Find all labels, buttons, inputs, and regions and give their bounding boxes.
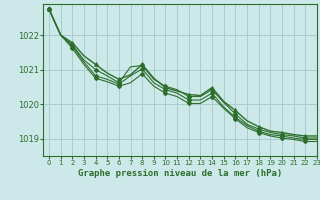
X-axis label: Graphe pression niveau de la mer (hPa): Graphe pression niveau de la mer (hPa) [78,169,282,178]
